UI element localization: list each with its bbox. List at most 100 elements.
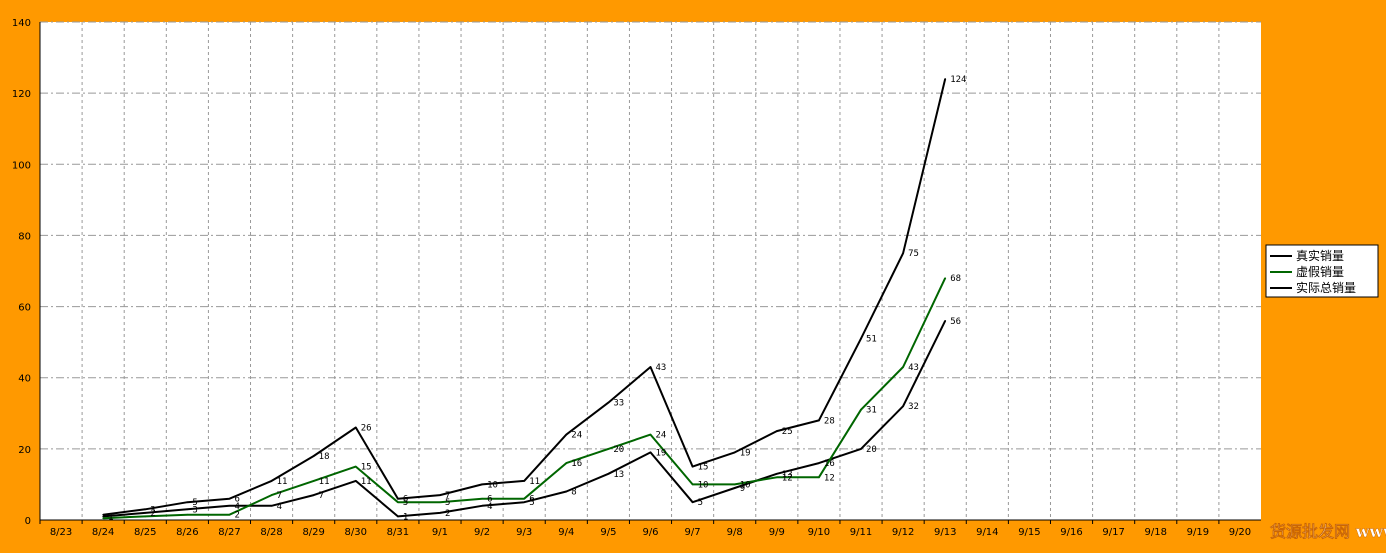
data-point-1 — [776, 472, 778, 475]
x-tick-label: 9/17 — [1102, 527, 1124, 538]
x-tick-label: 9/20 — [1229, 527, 1251, 538]
data-label-1: 20 — [866, 445, 877, 455]
x-tick-label: 9/4 — [558, 527, 574, 538]
data-point-1 — [102, 515, 104, 518]
data-label-1: 32 — [908, 402, 919, 412]
x-tick-label: 8/31 — [387, 527, 409, 538]
data-label-2: 20 — [613, 445, 624, 455]
data-label-2: 15 — [361, 463, 372, 473]
data-point-1 — [818, 462, 820, 464]
data-label-3: 15 — [698, 463, 709, 473]
data-label-3: 6 — [403, 495, 408, 505]
data-point-1 — [733, 487, 736, 489]
data-point-1 — [144, 512, 147, 514]
data-point-2 — [523, 497, 525, 500]
data-label-2: 12 — [782, 473, 793, 483]
data-point-2 — [144, 515, 147, 518]
x-tick-label: 9/18 — [1145, 527, 1167, 538]
data-label-3: 18 — [319, 452, 330, 462]
data-point-1 — [397, 515, 399, 518]
x-tick-label: 8/24 — [92, 527, 114, 538]
data-label-3: 124 — [950, 75, 966, 85]
data-label-3: 11 — [529, 477, 540, 487]
data-label-3: 28 — [824, 416, 835, 426]
data-label-2: 2 — [234, 511, 239, 521]
x-tick-label: 8/26 — [176, 527, 198, 538]
x-tick-label: 9/12 — [892, 527, 914, 538]
data-point-3 — [776, 430, 778, 432]
data-label-1: 19 — [656, 448, 667, 458]
data-point-3 — [270, 480, 273, 482]
data-point-1 — [481, 504, 483, 507]
data-label-3: 6 — [234, 495, 239, 505]
data-point-3 — [312, 455, 315, 457]
data-point-3 — [228, 497, 231, 500]
data-point-2 — [902, 366, 904, 368]
x-tick-label: 8/30 — [345, 527, 367, 538]
data-label-1: 13 — [613, 470, 624, 480]
y-tick-label: 120 — [12, 89, 31, 100]
data-label-1: 9 — [740, 484, 745, 494]
data-point-3 — [818, 419, 820, 422]
data-point-3 — [397, 497, 399, 500]
data-label-2: 10 — [740, 480, 751, 490]
x-tick-label: 9/9 — [769, 527, 785, 538]
data-label-1: 5 — [529, 498, 534, 508]
y-tick-label: 80 — [18, 231, 31, 242]
data-point-3 — [102, 513, 104, 516]
x-tick-label: 8/23 — [50, 527, 72, 538]
data-label-3: 33 — [613, 399, 624, 409]
x-tick-label: 9/7 — [685, 527, 701, 538]
data-label-1: 2 — [445, 509, 450, 519]
data-point-1 — [691, 501, 694, 504]
data-label-2: 10 — [698, 480, 709, 490]
y-tick-label: 0 — [25, 516, 31, 527]
y-tick-label: 40 — [18, 374, 31, 385]
grid-lines — [40, 21, 1261, 520]
data-label-2: 16 — [571, 459, 582, 469]
data-label-1: 4 — [277, 502, 282, 512]
data-point-2 — [776, 476, 778, 479]
data-point-3 — [607, 401, 610, 404]
x-tick-label: 9/14 — [976, 527, 998, 538]
data-point-3 — [144, 508, 147, 511]
data-point-3 — [733, 451, 736, 454]
data-label-3: 26 — [361, 424, 372, 434]
x-tick-label: 9/6 — [642, 527, 658, 538]
data-point-1 — [312, 494, 315, 496]
data-label-1: 5 — [698, 498, 703, 508]
data-point-2 — [270, 494, 273, 496]
data-point-3 — [944, 78, 947, 80]
data-label-3: 11 — [277, 477, 288, 487]
data-label-2: 43 — [908, 363, 919, 373]
data-label-1: 2 — [150, 509, 155, 519]
data-label-2: 6 — [529, 495, 534, 505]
data-label-1: 1 — [403, 512, 408, 522]
data-point-2 — [481, 497, 483, 500]
data-label-3: 3 — [150, 505, 155, 515]
x-tick-label: 9/5 — [600, 527, 616, 538]
data-point-2 — [860, 408, 862, 411]
data-point-3 — [860, 337, 862, 340]
data-label-3: 7 — [445, 491, 450, 501]
data-point-2 — [312, 480, 315, 482]
data-label-1: 8 — [571, 488, 576, 498]
x-tick-label: 9/11 — [850, 527, 872, 538]
x-tick-label: 9/19 — [1187, 527, 1209, 538]
data-point-3 — [354, 426, 357, 429]
data-label-3: 51 — [866, 335, 877, 345]
y-tick-label: 20 — [18, 445, 31, 456]
data-label-2: 24 — [656, 431, 667, 441]
data-point-2 — [565, 462, 568, 464]
data-point-1 — [565, 490, 568, 493]
data-label-1: 1 — [108, 512, 113, 522]
data-label-1: 16 — [824, 459, 835, 469]
data-point-2 — [818, 476, 820, 479]
y-tick-label: 140 — [12, 18, 31, 29]
legend-entry: 真实销量 — [1296, 248, 1344, 263]
data-label-2: 5 — [403, 498, 408, 508]
data-label-3: 25 — [782, 427, 793, 437]
